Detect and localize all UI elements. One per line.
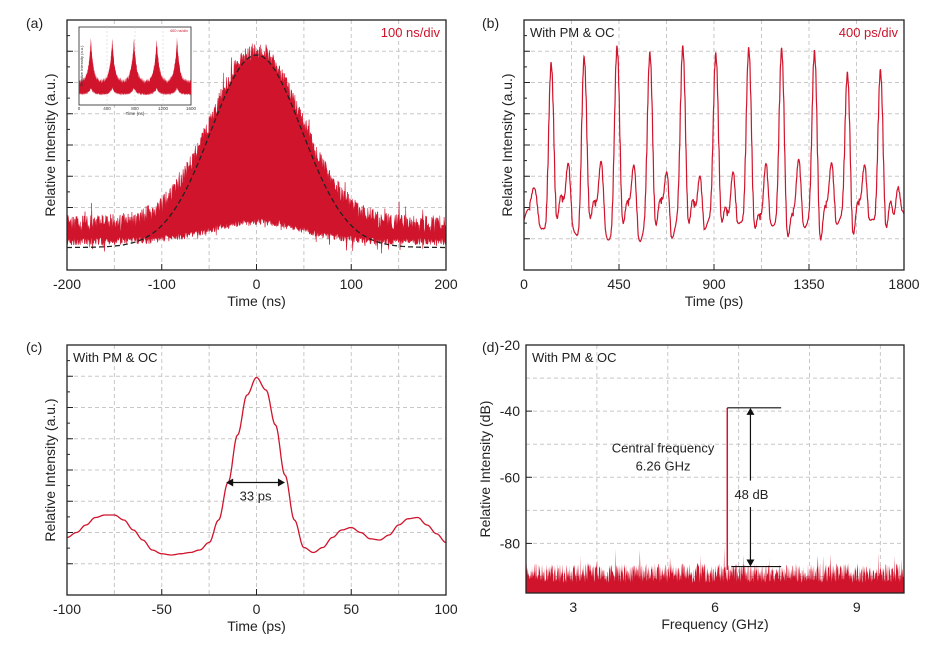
- panel-b: 0 450 900 1350 1800 Time (ps) Relative Intensi…: [482, 15, 920, 309]
- x-tick-label: 6: [711, 599, 719, 615]
- arrow-head-left: [226, 478, 234, 487]
- series-trace: [66, 376, 447, 556]
- panel-label: (b): [482, 15, 499, 31]
- x-tick-label: -50: [152, 601, 172, 617]
- x-tick-label: 900: [702, 276, 726, 292]
- gaussian-fit-line: [67, 54, 446, 249]
- panel-c: -100 -50 0 50 100 Time (ps) Relative Intensity…: [26, 339, 458, 634]
- x-tick-label: 1800: [888, 276, 919, 292]
- y-tick-label: -60: [500, 469, 520, 485]
- arrow-head-up: [746, 407, 755, 415]
- x-axis-label: Time (ps): [685, 293, 744, 309]
- fwhm-label: 33 ps: [240, 489, 272, 504]
- inset-x-tick-label: 0: [78, 106, 81, 111]
- inset-timebase-label: 400 ns/div: [170, 28, 188, 33]
- x-tick-label: 50: [343, 601, 359, 617]
- inset-series-trace: [79, 37, 191, 96]
- x-axis-label: Time (ps): [227, 618, 286, 634]
- x-tick-label: 0: [520, 276, 528, 292]
- panel-title: With PM & OC: [73, 350, 158, 365]
- noise-floor-trace: [526, 546, 904, 593]
- x-axis-label: Time (ns): [227, 293, 286, 309]
- y-axis-label: Relative Intensity (a.u.): [42, 398, 58, 541]
- x-tick-label: 100: [434, 601, 458, 617]
- panel-label: (c): [26, 339, 42, 355]
- x-axis-label: Frequency (GHz): [661, 616, 768, 632]
- inset-x-tick-label: 800: [131, 106, 139, 111]
- panel-label: (a): [26, 15, 43, 31]
- panel-a: -200 -100 0 100 200 Time (ns) Relative Intensi…: [26, 15, 458, 309]
- panel-title: With PM & OC: [532, 350, 617, 365]
- timebase-label: 100 ns/div: [381, 25, 441, 40]
- plot-frame: [66, 19, 447, 271]
- x-tick-label: 0: [253, 276, 261, 292]
- x-tick-label: 450: [607, 276, 631, 292]
- y-axis-label: Relative Intensity (a.u.): [499, 73, 515, 216]
- x-tick-label: 200: [434, 276, 458, 292]
- x-tick-label: -100: [53, 601, 81, 617]
- timebase-label: 400 ps/div: [839, 25, 899, 40]
- panel-label: (d): [482, 339, 499, 355]
- x-tick-label: 100: [340, 276, 364, 292]
- y-axis-label: Relative Intensity (a.u.): [42, 73, 58, 216]
- inset-x-axis-label: Time (ns): [126, 111, 145, 116]
- inset-x-tick-label: 400: [103, 106, 111, 111]
- snr-label: 48 dB: [734, 487, 768, 502]
- x-tick-label: 1350: [793, 276, 824, 292]
- panel-d: -20 -40 -60 -80 3 6 9 Frequency (GHz) Relative I…: [477, 337, 905, 632]
- x-tick-label: 9: [853, 599, 861, 615]
- series-trace: [523, 45, 905, 243]
- x-tick-label: 0: [253, 601, 261, 617]
- x-tick-label: -100: [148, 276, 176, 292]
- y-axis-label: Relative Intensity (dB): [477, 401, 493, 538]
- x-tick-label: 3: [569, 599, 577, 615]
- plot-frame: [66, 344, 447, 596]
- inset-x-tick-label: 1200: [158, 106, 169, 111]
- x-tick-label: -200: [53, 276, 81, 292]
- plot-frame: [523, 19, 905, 271]
- central-frequency-label: Central frequency: [612, 441, 715, 456]
- panel-title: With PM & OC: [530, 25, 615, 40]
- arrow-head-down: [746, 559, 755, 567]
- y-tick-label: -20: [500, 337, 520, 353]
- central-frequency-value: 6.26 GHz: [636, 459, 691, 474]
- y-tick-label: -80: [500, 535, 520, 551]
- inset-y-axis-label: Relative Intensity (a.u.): [79, 45, 84, 87]
- y-tick-label: -40: [500, 403, 520, 419]
- arrow-head-right: [277, 478, 285, 487]
- plot-frame: [525, 344, 905, 594]
- inset-x-tick-label: 1600: [186, 106, 197, 111]
- inset-plot: 0 400 800 1200 1600 Time (ns) Relative Intensi…: [78, 26, 197, 116]
